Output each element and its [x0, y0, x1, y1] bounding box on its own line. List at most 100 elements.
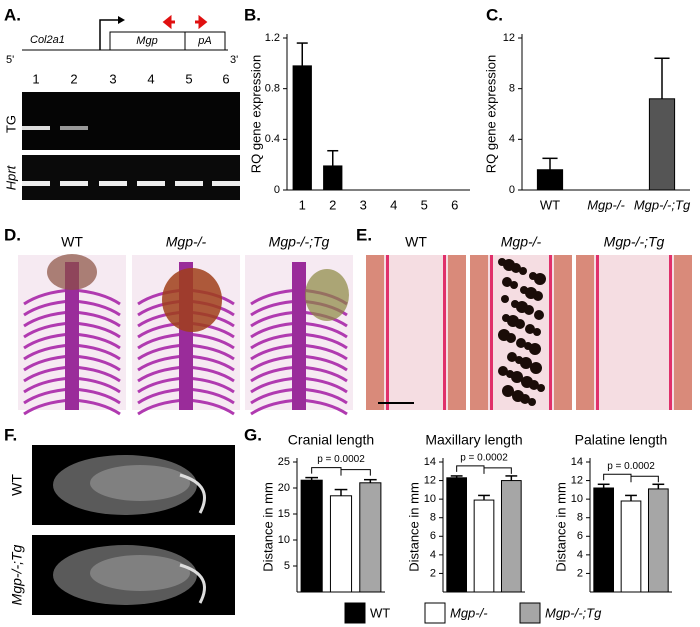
- y-tick-label: 12: [571, 474, 583, 486]
- mineral-deposit: [511, 263, 521, 273]
- y-tick-label: 8: [509, 83, 515, 95]
- mineral-deposit: [507, 352, 517, 362]
- y-tick-label: 1.2: [265, 32, 280, 44]
- y-tick-label: 12: [424, 474, 436, 486]
- y-tick-label: 5: [284, 560, 290, 572]
- cartilage-edge: [490, 255, 493, 410]
- gene-label: Mgp: [136, 35, 157, 47]
- significance-bracket: [311, 467, 342, 474]
- gel-band: [60, 181, 88, 186]
- p-value: p = 0.0002: [460, 453, 508, 464]
- mineral-deposit: [511, 371, 523, 383]
- significance-bracket: [483, 467, 512, 474]
- skull-detail: [90, 465, 190, 501]
- significance-bracket: [603, 473, 632, 481]
- gel-band: [212, 181, 240, 186]
- x-tick-label: 6: [451, 197, 458, 212]
- x-tick-label: 1: [299, 197, 306, 212]
- polya-box: [184, 31, 226, 51]
- image-label: Mgp-/-;Tg: [9, 544, 25, 605]
- tissue-band: [576, 255, 594, 410]
- panel-label: D.: [4, 225, 21, 244]
- tissue-band: [470, 255, 488, 410]
- gel-band: [22, 126, 50, 130]
- panel-label: G.: [244, 425, 262, 444]
- tissue-band: [674, 255, 692, 410]
- lane-label: 6: [222, 71, 229, 86]
- y-tick-label: 6: [577, 530, 583, 542]
- x-tick-label: Mgp-/-;Tg: [634, 197, 691, 212]
- significance-bracket: [456, 465, 485, 472]
- tissue-band: [448, 255, 466, 410]
- promoter-arrow: [99, 19, 118, 50]
- promoter-label: Col2a1: [30, 34, 65, 46]
- significance-bracket: [340, 469, 371, 476]
- significance-bracket: [630, 475, 659, 483]
- mineral-deposit: [537, 384, 545, 392]
- image-label: Mgp-/-: [166, 234, 207, 250]
- incisor: [179, 473, 206, 514]
- x-tick-label: 2: [329, 197, 336, 212]
- cartilage-edge: [596, 255, 599, 410]
- panel-label: B.: [244, 5, 261, 24]
- y-tick-label: 12: [503, 32, 515, 44]
- chart-title: Palatine length: [575, 432, 668, 448]
- image-label: Mgp-/-;Tg: [604, 234, 665, 250]
- x-tick-label: Mgp-/-: [587, 197, 625, 212]
- y-tick-label: 10: [424, 493, 436, 505]
- mineral-deposit: [525, 324, 535, 334]
- mineral-deposit: [529, 343, 541, 355]
- gel: [22, 92, 240, 150]
- end-label: 5': [6, 54, 14, 66]
- mineral-deposit: [520, 357, 532, 369]
- y-tick-label: 4: [509, 133, 515, 145]
- incisor: [179, 563, 206, 604]
- gel: [22, 155, 240, 200]
- chart-title: Cranial length: [288, 432, 374, 448]
- gel-band: [99, 181, 127, 186]
- lane-label: 3: [109, 71, 116, 86]
- mineral-deposit: [519, 267, 527, 275]
- panel-label: C.: [486, 5, 503, 24]
- y-axis-label: RQ gene expression: [483, 55, 498, 174]
- mineral-deposit: [520, 394, 530, 404]
- x-tick-label: WT: [540, 197, 560, 212]
- tissue: [305, 269, 349, 321]
- bar: [500, 480, 522, 593]
- mineral-deposit: [498, 366, 508, 376]
- skull-detail: [90, 555, 190, 591]
- bar: [473, 499, 495, 593]
- gel-band: [22, 181, 50, 186]
- mineral-deposit: [528, 398, 536, 406]
- y-tick-label: 0.8: [265, 83, 280, 95]
- legend-label: WT: [370, 605, 390, 620]
- gel-band: [137, 181, 165, 186]
- y-tick-label: 15: [278, 508, 290, 520]
- lane-label: 1: [32, 71, 39, 86]
- polya-label: pA: [197, 35, 211, 47]
- y-tick-label: 6: [430, 530, 436, 542]
- y-tick-label: 0: [509, 184, 515, 196]
- mineral-deposit: [506, 333, 516, 343]
- image-label: Mgp-/-: [501, 234, 542, 250]
- legend-swatch: [344, 602, 366, 624]
- cartilage-edge: [386, 255, 389, 410]
- primer-arrow: [195, 14, 208, 30]
- legend-swatch: [424, 602, 446, 624]
- mineral-deposit: [502, 385, 514, 397]
- primer-arrow: [162, 14, 175, 30]
- x-tick-label: 3: [360, 197, 367, 212]
- y-tick-label: 2: [430, 567, 436, 579]
- legend-label: Mgp-/-;Tg: [545, 605, 602, 620]
- cartilage-edge: [443, 255, 446, 410]
- gel-band: [60, 126, 88, 130]
- bar: [323, 165, 343, 191]
- spine: [292, 262, 306, 410]
- mineral-deposit: [530, 362, 542, 374]
- y-tick-label: 25: [278, 456, 290, 468]
- y-tick-label: 8: [430, 512, 436, 524]
- y-tick-label: 10: [571, 493, 583, 505]
- mineral-deposit: [516, 338, 526, 348]
- bar: [359, 482, 382, 593]
- bar: [446, 477, 468, 593]
